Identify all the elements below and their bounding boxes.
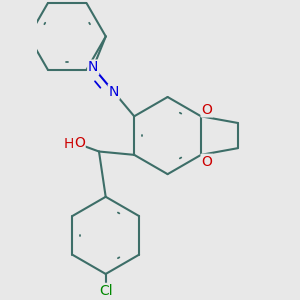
Text: H: H	[64, 137, 74, 151]
Text: Cl: Cl	[99, 284, 112, 298]
Text: O: O	[74, 136, 85, 150]
Text: O: O	[202, 154, 212, 169]
Text: N: N	[88, 61, 98, 74]
Text: N: N	[109, 85, 119, 99]
Text: O: O	[202, 103, 212, 117]
